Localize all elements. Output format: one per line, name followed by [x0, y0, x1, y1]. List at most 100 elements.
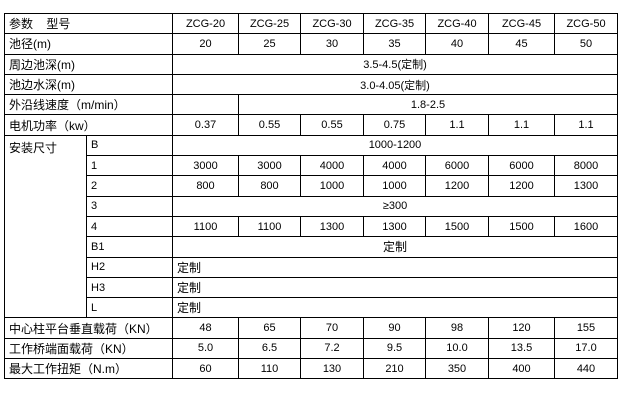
install-value: 1300 [300, 215, 364, 238]
vertical-load-value: 155 [554, 317, 618, 339]
install-L-row: L 定制 [5, 297, 618, 319]
install-sub-label: 4 [86, 215, 173, 238]
install-value: ≥300 [172, 195, 618, 217]
power-value: 1.1 [425, 114, 489, 136]
bridge-load-value: 10.0 [425, 337, 489, 360]
install-value: 3000 [172, 155, 239, 177]
install-H2-row: H2 定制 [5, 256, 618, 278]
bridge-load-label: 工作桥端面载荷（KN） [4, 337, 173, 360]
torque-value: 210 [363, 358, 426, 380]
install-B-row: 安装尺寸 B 1000-1200 [4, 134, 618, 319]
power-row: 电机功率（kw） 0.37 0.55 0.55 0.75 1.1 1.1 1.1 [4, 114, 618, 136]
install-value: 1500 [488, 215, 555, 238]
model-header: ZCG-35 [363, 12, 426, 35]
vertical-load-value: 70 [300, 317, 364, 339]
install-value: 1200 [488, 175, 555, 197]
bridge-load-value: 6.5 [238, 337, 301, 360]
vertical-load-value: 120 [488, 317, 555, 339]
torque-value: 440 [554, 358, 618, 380]
install-value: 定制 [172, 256, 618, 278]
install-value: 1000 [300, 175, 364, 197]
install-value: 定制 [172, 297, 618, 319]
vertical-load-value: 65 [238, 317, 301, 339]
diameter-value: 35 [363, 33, 426, 55]
install-sub-label: 2 [86, 175, 173, 197]
install-value: 定制 [172, 276, 618, 299]
power-value: 0.37 [172, 114, 239, 136]
power-value: 0.55 [238, 114, 301, 136]
install-value: 6000 [425, 155, 489, 177]
install-value: 4000 [300, 155, 364, 177]
water-depth-label: 池边水深(m) [4, 73, 173, 96]
vertical-load-value: 48 [172, 317, 239, 339]
install-value: 1200 [425, 175, 489, 197]
diameter-value: 40 [425, 33, 489, 55]
install-value: 1000 [363, 175, 426, 197]
install-d2-row: 2 800 800 1000 1000 1200 1200 1300 [5, 175, 618, 197]
water-depth-value: 3.0-4.05(定制) [172, 73, 618, 96]
power-value: 1.1 [554, 114, 618, 136]
bridge-load-row: 工作桥端面载荷（KN） 5.0 6.5 7.2 9.5 10.0 13.5 17.0 [4, 337, 618, 360]
header-row: 参数 型号 ZCG-20 ZCG-25 ZCG-30 ZCG-35 ZCG-40 ZCG-4… [4, 12, 618, 35]
diameter-value: 20 [172, 33, 239, 55]
install-sub-label: B1 [86, 236, 173, 258]
install-sub-label: 3 [86, 195, 173, 217]
bridge-load-value: 9.5 [363, 337, 426, 360]
water-depth-row: 池边水深(m) 3.0-4.05(定制) [4, 73, 618, 96]
torque-row: 最大工作扭矩（N.m） 60 110 130 210 350 400 440 [4, 358, 618, 380]
diameter-value: 50 [554, 33, 618, 55]
install-sub-label: L [86, 297, 173, 319]
bridge-load-value: 17.0 [554, 337, 618, 360]
torque-label: 最大工作扭矩（N.m） [4, 358, 173, 380]
spec-table: 参数 型号 ZCG-20 ZCG-25 ZCG-30 ZCG-35 ZCG-40 ZCG-4… [4, 12, 618, 380]
vertical-load-label: 中心柱平台垂直载荷（KN） [4, 317, 173, 339]
diameter-value: 45 [488, 33, 555, 55]
speed-value: 1.8-2.5 [238, 94, 618, 116]
edge-depth-value: 3.5-4.5(定制) [172, 53, 618, 75]
install-d4-row: 4 1100 1100 1300 1300 1500 1500 1600 [5, 215, 618, 238]
install-value: 3000 [238, 155, 301, 177]
install-sub-label: H3 [86, 276, 173, 299]
edge-depth-row: 周边池深(m) 3.5-4.5(定制) [4, 53, 618, 75]
install-value: 4000 [363, 155, 426, 177]
bridge-load-value: 5.0 [172, 337, 239, 360]
install-d3-row: 3 ≥300 [5, 195, 618, 217]
model-header: ZCG-50 [554, 12, 618, 35]
install-value: 1300 [554, 175, 618, 197]
speed-row: 外沿线速度（m/min） 1.8-2.5 [4, 94, 618, 116]
diameter-value: 30 [300, 33, 364, 55]
torque-value: 400 [488, 358, 555, 380]
vertical-load-value: 98 [425, 317, 489, 339]
speed-label: 外沿线速度（m/min） [4, 94, 173, 116]
install-sub-label: H2 [86, 256, 173, 278]
power-label: 电机功率（kw） [4, 114, 173, 136]
bridge-load-value: 7.2 [300, 337, 364, 360]
install-H3-row: H3 定制 [5, 276, 618, 299]
torque-value: 60 [172, 358, 239, 380]
diameter-value: 25 [238, 33, 301, 55]
install-sub-label: B [86, 134, 173, 157]
install-value: 800 [172, 175, 239, 197]
bridge-load-value: 13.5 [488, 337, 555, 360]
install-value: 1100 [172, 215, 239, 238]
install-value: 定制 [172, 236, 618, 258]
model-header: ZCG-40 [425, 12, 489, 35]
install-d1-row: 1 3000 3000 4000 4000 6000 6000 8000 [5, 155, 618, 177]
diameter-row: 池径(m) 20 25 30 35 40 45 50 [4, 33, 618, 55]
install-value: 1000-1200 [172, 134, 618, 157]
install-B1-row: B1 定制 [5, 236, 618, 258]
install-label: 安装尺寸 [4, 134, 87, 319]
power-value: 1.1 [488, 114, 555, 136]
model-header: ZCG-25 [238, 12, 301, 35]
install-value: 800 [238, 175, 301, 197]
diameter-label: 池径(m) [4, 33, 173, 55]
install-value: 1600 [554, 215, 618, 238]
model-header: ZCG-30 [300, 12, 364, 35]
speed-empty [172, 94, 239, 116]
power-value: 0.55 [300, 114, 364, 136]
install-value: 1300 [363, 215, 426, 238]
install-sub-label: 1 [86, 155, 173, 177]
vertical-load-value: 90 [363, 317, 426, 339]
power-value: 0.75 [363, 114, 426, 136]
install-value: 1100 [238, 215, 301, 238]
